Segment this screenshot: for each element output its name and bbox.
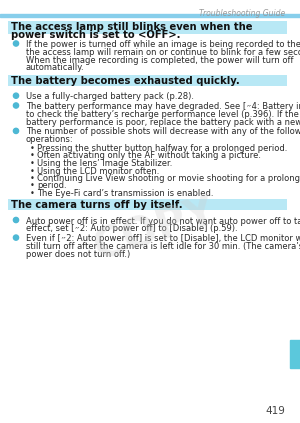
Text: Often activating only the AF without taking a picture.: Often activating only the AF without tak… (37, 151, 261, 160)
Text: When the image recording is completed, the power will turn off: When the image recording is completed, t… (26, 55, 293, 65)
Text: •: • (30, 174, 35, 183)
Text: The access lamp still blinks even when the: The access lamp still blinks even when t… (11, 22, 253, 32)
Text: •: • (30, 181, 35, 190)
Text: period.: period. (37, 181, 67, 190)
Text: 419: 419 (265, 406, 285, 416)
Text: Troubleshooting Guide: Troubleshooting Guide (199, 9, 285, 18)
Circle shape (14, 128, 19, 134)
Circle shape (14, 41, 19, 46)
Text: power switch is set to <OFF>.: power switch is set to <OFF>. (11, 30, 181, 40)
Circle shape (14, 103, 19, 108)
Text: Pressing the shutter button halfway for a prolonged period.: Pressing the shutter button halfway for … (37, 144, 287, 153)
Text: Using the lens’ Image Stabilizer.: Using the lens’ Image Stabilizer. (37, 159, 172, 168)
Text: COPY: COPY (88, 190, 222, 269)
Text: the access lamp will remain on or continue to blink for a few seconds.: the access lamp will remain on or contin… (26, 48, 300, 57)
Bar (8, 200, 287, 211)
Text: Auto power off is in effect. If you do not want auto power off to take: Auto power off is in effect. If you do n… (26, 217, 300, 225)
Text: •: • (30, 189, 35, 198)
Text: •: • (30, 144, 35, 153)
Bar (0, 14, 300, 17)
Text: operations:: operations: (26, 135, 74, 144)
Text: •: • (30, 151, 35, 160)
Bar (8, 75, 287, 86)
Text: •: • (30, 159, 35, 168)
Text: The battery becomes exhausted quickly.: The battery becomes exhausted quickly. (11, 76, 240, 86)
Text: power does not turn off.): power does not turn off.) (26, 250, 130, 259)
Text: battery performance is poor, replace the battery pack with a new one.: battery performance is poor, replace the… (26, 118, 300, 126)
Bar (8, 21, 287, 34)
Bar (290, 340, 300, 368)
Text: effect, set [״2: Auto power off] to [Disable] (p.59).: effect, set [״2: Auto power off] to [Dis… (26, 224, 238, 233)
Text: still turn off after the camera is left idle for 30 min. (The camera’s: still turn off after the camera is left … (26, 242, 300, 251)
Circle shape (14, 217, 19, 222)
Text: automatically.: automatically. (26, 63, 85, 72)
Text: Using the LCD monitor often.: Using the LCD monitor often. (37, 167, 159, 176)
Text: Even if [״2: Auto power off] is set to [Disable], the LCD monitor will: Even if [״2: Auto power off] is set to [… (26, 234, 300, 243)
Text: Continuing Live View shooting or movie shooting for a prolonged: Continuing Live View shooting or movie s… (37, 174, 300, 183)
Text: If the power is turned off while an image is being recorded to the card,: If the power is turned off while an imag… (26, 40, 300, 49)
Text: •: • (30, 167, 35, 176)
Text: The battery performance may have degraded. See [״4: Battery info.]: The battery performance may have degrade… (26, 102, 300, 111)
Text: to check the battery’s recharge performance level (p.396). If the: to check the battery’s recharge performa… (26, 110, 299, 119)
Text: The Eye-Fi card’s transmission is enabled.: The Eye-Fi card’s transmission is enable… (37, 189, 214, 198)
Circle shape (14, 93, 19, 98)
Text: The number of possible shots will decrease with any of the following: The number of possible shots will decrea… (26, 127, 300, 136)
Text: The camera turns off by itself.: The camera turns off by itself. (11, 201, 183, 211)
Circle shape (14, 235, 19, 240)
Text: Use a fully-charged battery pack (p.28).: Use a fully-charged battery pack (p.28). (26, 92, 194, 101)
